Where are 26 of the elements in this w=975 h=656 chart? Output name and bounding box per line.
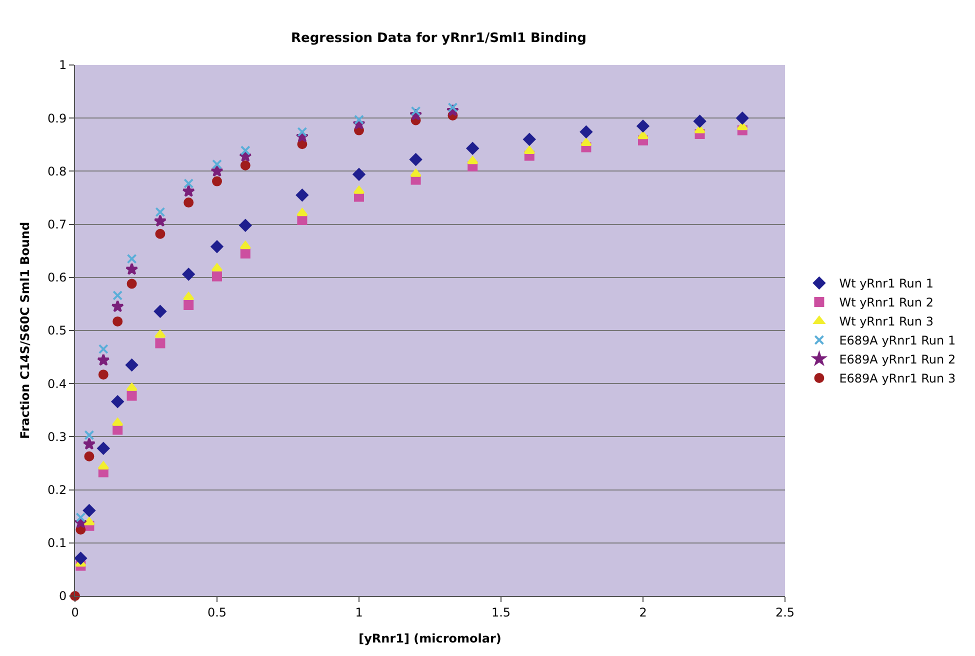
x-tick-label: 2.5 [775, 605, 795, 620]
y-axis-title: Fraction C14S/S60C Sml1 Bound [18, 222, 32, 440]
x-tick-label: 0 [71, 605, 79, 620]
y-tick-label: 0.6 [48, 270, 67, 285]
legend-label: Wt yRnr1 Run 2 [839, 296, 934, 310]
y-tick-label: 0.8 [48, 164, 67, 178]
legend-label: E689A yRnr1 Run 1 [839, 334, 956, 348]
x-tick-label: 2 [639, 605, 647, 620]
chart-title: Regression Data for yRnr1/Sml1 Binding [291, 30, 586, 46]
y-tick-label: 0.2 [48, 483, 67, 497]
x-tick-label: 1 [355, 605, 363, 620]
legend-label: E689A yRnr1 Run 2 [839, 352, 956, 367]
x-tick-label: 0.5 [207, 605, 227, 620]
y-tick-label: 0.7 [48, 218, 67, 232]
y-tick-label: 0.5 [48, 324, 67, 338]
y-tick-label: 1 [58, 58, 67, 72]
legend-label: E689A yRnr1 Run 3 [839, 372, 956, 386]
x-axis-title: [yRnr1] (micromolar) [358, 631, 502, 646]
y-tick-label: 0 [58, 589, 67, 604]
y-tick-label: 0.1 [48, 536, 67, 550]
legend-label: Wt yRnr1 Run 1 [839, 276, 934, 291]
x-tick-label: 1.5 [491, 605, 511, 620]
y-tick-label: 0.3 [48, 430, 67, 444]
legend-label: Wt yRnr1 Run 3 [839, 314, 934, 329]
y-tick-label: 0.4 [48, 376, 67, 391]
y-tick-label: 0.9 [48, 111, 67, 126]
